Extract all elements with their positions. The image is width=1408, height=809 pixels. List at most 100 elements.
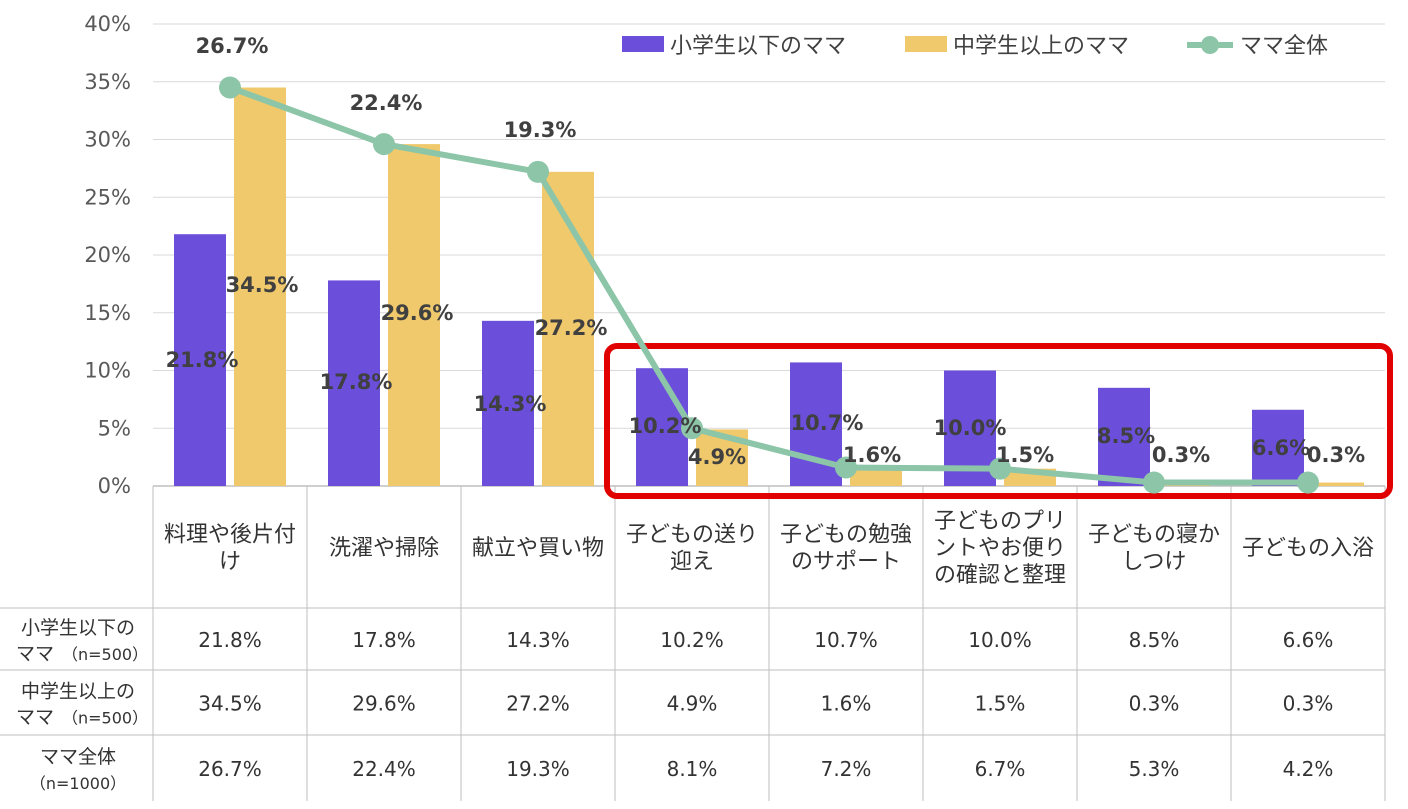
data-label-elementary: 10.0% bbox=[934, 416, 1007, 440]
data-label-junior-high: 0.3% bbox=[1307, 443, 1365, 467]
table-cell: 1.5% bbox=[975, 692, 1026, 716]
category-label: 子どもの寝か bbox=[1088, 523, 1220, 548]
legend-swatch-junior-high bbox=[905, 36, 947, 52]
line-marker bbox=[373, 133, 395, 156]
table-cell: 1.6% bbox=[821, 692, 872, 716]
category-label: 料理や後片付 bbox=[164, 523, 296, 548]
data-label-elementary: 10.2% bbox=[629, 414, 702, 438]
y-tick-label: 5% bbox=[98, 416, 131, 440]
data-label-all-moms: 26.7% bbox=[196, 34, 269, 58]
table-cell: 22.4% bbox=[352, 757, 416, 781]
bar-elementary-moms bbox=[328, 280, 380, 486]
data-label-junior-high: 4.9% bbox=[688, 445, 746, 469]
data-label-junior-high: 27.2% bbox=[535, 316, 608, 340]
table-cell: 14.3% bbox=[506, 628, 570, 652]
table-row-header: ママ全体 bbox=[40, 746, 116, 768]
y-tick-label: 0% bbox=[98, 474, 131, 498]
data-label-junior-high: 0.3% bbox=[1152, 443, 1210, 467]
data-label-junior-high: 1.6% bbox=[843, 443, 901, 467]
table-cell: 34.5% bbox=[198, 692, 262, 716]
category-label: ントやお便り bbox=[934, 536, 1066, 561]
table-cell: 17.8% bbox=[352, 628, 416, 652]
y-tick-label: 10% bbox=[84, 359, 131, 383]
table-cell: 10.7% bbox=[814, 628, 878, 652]
data-label-elementary: 17.8% bbox=[320, 370, 393, 394]
table-cell: 21.8% bbox=[198, 628, 262, 652]
table-cell: 0.3% bbox=[1129, 692, 1180, 716]
data-label-elementary: 10.7% bbox=[791, 411, 864, 435]
table-row-sample-size: （n=500） bbox=[62, 709, 148, 728]
table-row-header-line2: ママ bbox=[16, 707, 54, 729]
category-label: け bbox=[219, 550, 241, 575]
table-cell: 8.1% bbox=[667, 757, 718, 781]
table-row-sample-size: （n=1000） bbox=[30, 774, 126, 793]
bar-junior-high-moms bbox=[234, 87, 286, 487]
y-tick-label: 30% bbox=[84, 128, 131, 152]
data-label-elementary: 14.3% bbox=[474, 392, 547, 416]
table-row-header-line2: ママ bbox=[16, 643, 54, 665]
legend-label-elementary: 小学生以下のママ bbox=[670, 34, 846, 59]
data-label-junior-high: 29.6% bbox=[381, 301, 454, 325]
y-tick-label: 20% bbox=[84, 243, 131, 267]
bar-elementary-moms bbox=[482, 320, 534, 486]
bar-elementary-moms bbox=[174, 234, 226, 486]
table-cell: 4.9% bbox=[667, 692, 718, 716]
table-cell: 27.2% bbox=[506, 692, 570, 716]
table-row-sample-size: （n=500） bbox=[62, 645, 148, 664]
category-label: 子どもの入浴 bbox=[1242, 536, 1374, 561]
highlight-box bbox=[604, 343, 1393, 499]
y-tick-label: 40% bbox=[84, 12, 131, 36]
data-label-all-moms: 19.3% bbox=[504, 118, 577, 142]
table-cell: 7.2% bbox=[821, 757, 872, 781]
table-cell: 6.6% bbox=[1283, 628, 1334, 652]
category-label: 洗濯や掃除 bbox=[329, 536, 439, 561]
table-cell: 8.5% bbox=[1129, 628, 1180, 652]
line-marker bbox=[681, 417, 703, 440]
y-tick-label: 35% bbox=[84, 70, 131, 94]
bar-junior-high-moms bbox=[1312, 482, 1364, 486]
table-cell: 6.7% bbox=[975, 757, 1026, 781]
bar-junior-high-moms bbox=[388, 144, 440, 486]
line-marker bbox=[835, 456, 857, 479]
y-tick-label: 25% bbox=[84, 185, 131, 209]
category-label: のサポート bbox=[791, 550, 901, 575]
y-tick-label: 15% bbox=[84, 301, 131, 325]
table-cell: 0.3% bbox=[1283, 692, 1334, 716]
bar-elementary-moms bbox=[636, 368, 688, 486]
legend-label-all-moms: ママ全体 bbox=[1240, 34, 1328, 59]
table-cell: 29.6% bbox=[352, 692, 416, 716]
category-label: 迎え bbox=[670, 550, 714, 575]
data-label-elementary: 8.5% bbox=[1097, 424, 1155, 448]
category-label: しつけ bbox=[1122, 550, 1187, 575]
data-label-elementary: 6.6% bbox=[1252, 436, 1310, 460]
legend-swatch-elementary bbox=[622, 36, 664, 52]
data-label-junior-high: 1.5% bbox=[996, 443, 1054, 467]
table-cell: 5.3% bbox=[1129, 757, 1180, 781]
category-label: 子どもの勉強 bbox=[780, 523, 912, 548]
category-label: 子どもの送り bbox=[626, 523, 758, 548]
line-marker bbox=[219, 76, 241, 99]
data-label-all-moms: 22.4% bbox=[350, 91, 423, 115]
line-marker bbox=[1143, 471, 1165, 494]
line-all-moms bbox=[228, 84, 1308, 486]
category-label: 献立や買い物 bbox=[472, 536, 604, 561]
legend-marker-all-moms bbox=[1201, 36, 1219, 54]
bar-junior-high-moms bbox=[850, 467, 902, 486]
table-cell: 4.2% bbox=[1283, 757, 1334, 781]
category-label: の確認と整理 bbox=[934, 563, 1066, 588]
line-marker bbox=[527, 160, 549, 183]
bar-elementary-moms bbox=[1098, 387, 1150, 486]
data-label-junior-high: 34.5% bbox=[226, 273, 299, 297]
line-marker bbox=[1297, 471, 1319, 494]
table-cell: 26.7% bbox=[198, 757, 262, 781]
line-marker bbox=[989, 457, 1011, 480]
table-row-header: 中学生以上の bbox=[21, 681, 135, 703]
table-cell: 10.0% bbox=[968, 628, 1032, 652]
table-cell: 10.2% bbox=[660, 628, 724, 652]
legend-label-junior-high: 中学生以上のママ bbox=[953, 34, 1129, 59]
table-cell: 19.3% bbox=[506, 757, 570, 781]
bar-elementary-moms bbox=[1252, 409, 1304, 486]
table-row-header: 小学生以下の bbox=[21, 617, 135, 639]
data-label-elementary: 21.8% bbox=[166, 348, 239, 372]
